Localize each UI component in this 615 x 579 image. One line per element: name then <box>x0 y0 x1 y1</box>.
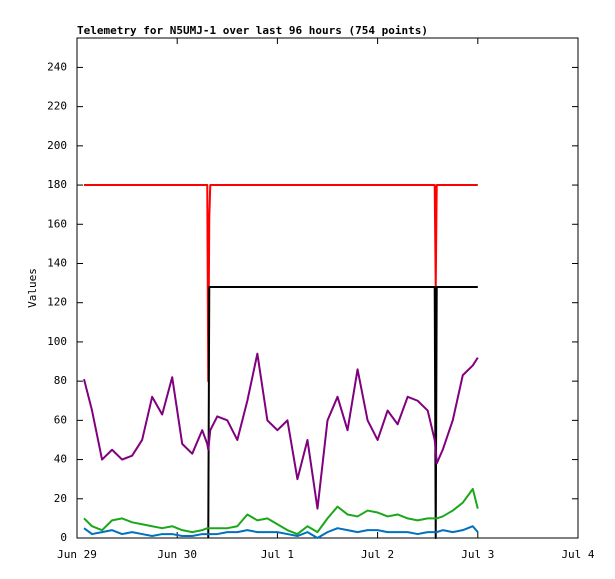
y-tick-label: 140 <box>47 256 67 269</box>
series-line <box>83 525 479 539</box>
series-line <box>84 184 478 383</box>
x-tick-label: Jul 3 <box>461 548 494 561</box>
y-tick-label: 40 <box>54 453 67 466</box>
x-tick-label: Jun 30 <box>157 548 197 561</box>
x-tick-label: Jun 29 <box>57 548 97 561</box>
series-line <box>83 352 479 510</box>
series-line <box>83 487 479 536</box>
x-tick-label: Jul 2 <box>361 548 394 561</box>
x-tick-label: Jul 4 <box>561 548 594 561</box>
y-tick-label: 240 <box>47 60 67 73</box>
x-tick-label: Jul 1 <box>261 548 294 561</box>
series-line <box>207 286 478 539</box>
y-tick-label: 0 <box>60 531 67 544</box>
y-tick-label: 20 <box>54 492 67 505</box>
y-tick-label: 60 <box>54 413 67 426</box>
y-tick-label: 120 <box>47 296 67 309</box>
chart-title: Telemetry for N5UMJ-1 over last 96 hours… <box>77 24 428 37</box>
y-tick-label: 180 <box>47 178 67 191</box>
y-axis-label: Values <box>26 268 39 308</box>
y-tick-label: 100 <box>47 335 67 348</box>
plot-frame <box>76 37 579 539</box>
y-tick-label: 200 <box>47 139 67 152</box>
y-tick-label: 160 <box>47 217 67 230</box>
y-tick-label: 220 <box>47 100 67 113</box>
y-tick-label: 80 <box>54 374 67 387</box>
